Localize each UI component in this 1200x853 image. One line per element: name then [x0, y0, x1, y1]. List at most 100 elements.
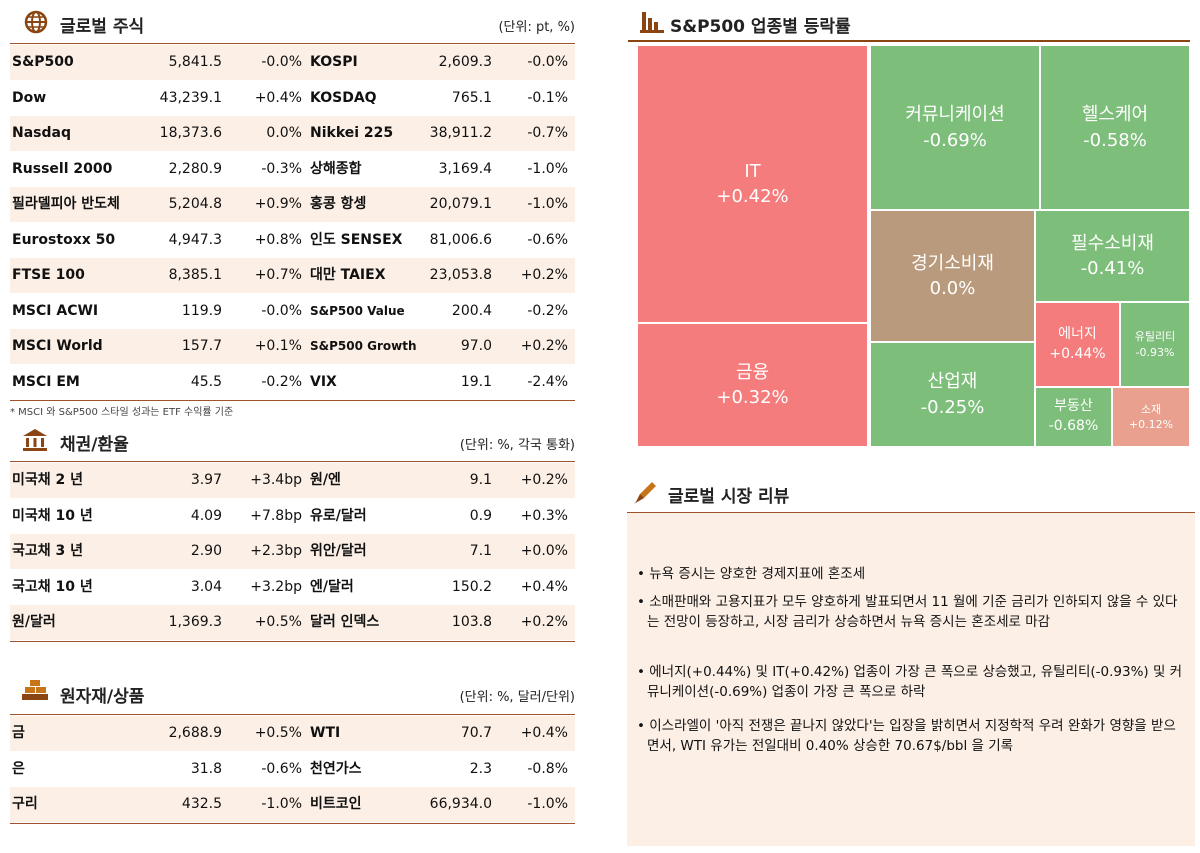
table-cell: +0.4% [254, 89, 302, 106]
table-cell: 45.5 [190, 373, 222, 390]
table-cell: +0.7% [254, 267, 302, 283]
table-cell: FTSE 100 [12, 267, 85, 283]
table-cell: 0.0% [266, 125, 302, 141]
tile-value: -0.41% [1080, 258, 1145, 279]
row-shade [10, 787, 575, 822]
table-cell: +0.8% [254, 231, 302, 248]
treemap-tile: 에너지 +0.44% [1035, 302, 1120, 387]
tile-value: 0.0% [929, 278, 976, 299]
table-cell: 70.7 [460, 725, 492, 741]
table-cell: -0.3% [261, 160, 302, 177]
tile-label: 경기소비재 [911, 252, 994, 274]
table-cell: 0.9 [469, 507, 492, 524]
table-cell: 유로/달러 [310, 507, 367, 524]
table-cell: 구리 [12, 796, 38, 812]
table-cell: 원/엔 [310, 472, 341, 488]
table-cell: 20,079.1 [429, 196, 492, 212]
table-cell: -0.0% [261, 302, 302, 319]
tile-value: -0.58% [1083, 129, 1147, 151]
tile-label: 부동산 [1054, 398, 1093, 415]
table-cell: 18,373.6 [159, 125, 222, 141]
row-shade [10, 605, 575, 640]
table-cell: 19.1 [460, 373, 492, 390]
table-cell: 81,006.6 [429, 231, 492, 248]
table-cell: S&P500 Value [310, 303, 405, 318]
table-cell: +3.4bp [250, 472, 302, 488]
row-shade [10, 716, 575, 751]
section-title: S&P500 업종별 등락률 [670, 17, 851, 37]
table-cell: -0.6% [261, 760, 302, 777]
table-cell: 31.8 [190, 760, 222, 777]
table-cell: 인도 SENSEX [310, 231, 403, 248]
table-cell: +0.9% [254, 196, 302, 212]
table-cell: +0.2% [520, 338, 568, 354]
table-cell: 3.97 [190, 472, 222, 488]
tile-value: -0.93% [1135, 345, 1175, 359]
section-title: 채권/환율 [60, 435, 129, 455]
tile-label: 산업재 [927, 371, 978, 393]
table-cell: 43,239.1 [159, 89, 222, 106]
table-cell: MSCI ACWI [12, 302, 99, 319]
tile-label: 소재 [1140, 402, 1162, 416]
tile-value: -0.68% [1048, 418, 1099, 434]
treemap-tile: 경기소비재 0.0% [870, 210, 1035, 342]
bullet: • 뉴욕 증시는 양호한 경제지표에 혼조세 [637, 566, 866, 582]
tile-label: 에너지 [1058, 325, 1097, 342]
table-cell: 97.0 [460, 338, 492, 354]
rule [10, 400, 575, 401]
table-cell: KOSPI [310, 54, 358, 70]
table-cell: Nasdaq [12, 125, 71, 141]
treemap-tile: 유틸리티 -0.93% [1120, 302, 1190, 387]
table-cell: 38,911.2 [429, 125, 492, 141]
table-cell: +0.0% [520, 543, 568, 559]
table-cell: 66,934.0 [429, 796, 492, 812]
table-cell: 2.3 [469, 760, 492, 777]
table-cell: 미국채 2 년 [12, 472, 84, 488]
tile-label: 필수소비재 [1071, 232, 1154, 254]
table-cell: -1.0% [527, 796, 568, 812]
table-cell: 금 [12, 725, 25, 741]
table-cell: 23,053.8 [429, 267, 492, 283]
row-shade [10, 45, 575, 80]
treemap-tile: 필수소비재 -0.41% [1035, 210, 1190, 302]
table-cell: 2.90 [190, 543, 222, 559]
table-cell: 9.1 [469, 472, 492, 488]
row-shade [10, 258, 575, 293]
table-cell: 150.2 [451, 578, 492, 595]
tile-label: 금융 [735, 361, 770, 383]
table-cell: 홍콩 항셍 [310, 196, 367, 212]
row-shade [10, 463, 575, 498]
table-cell: +3.2bp [250, 578, 302, 595]
table-cell: 필라델피아 반도체 [12, 196, 120, 212]
tile-label: 헬스케어 [1081, 104, 1149, 126]
table-cell: 4.09 [190, 507, 222, 524]
table-cell: 대만 TAIEX [310, 267, 386, 283]
section-title: 글로벌 주식 [60, 17, 145, 37]
table-cell: -0.7% [527, 125, 568, 141]
table-cell: 432.5 [181, 796, 222, 812]
unit-label: (단위: %, 각국 통화) [459, 438, 575, 453]
section-title: 원자재/상품 [60, 687, 145, 707]
table-cell: S&P500 [12, 54, 74, 70]
bullet: • 이스라엘이 '아직 전쟁은 끝나지 않았다'는 입장을 밝히면서 지정학적 … [637, 718, 1176, 754]
table-cell: 4,947.3 [168, 231, 222, 248]
tile-value: -0.25% [920, 396, 985, 418]
table-cell: Dow [12, 89, 47, 106]
chart-icon [640, 12, 664, 33]
table-cell: 8,385.1 [168, 267, 222, 283]
tile-value: +0.32% [716, 387, 789, 408]
table-cell: +0.5% [254, 725, 302, 741]
treemap-tile: 산업재 -0.25% [870, 342, 1035, 447]
table-cell: 상해종합 [310, 160, 362, 177]
treemap-tile: 소재 +0.12% [1112, 387, 1190, 447]
table-cell: +2.3bp [250, 543, 302, 559]
bullet: • 에너지(+0.44%) 및 IT(+0.42%) 업종이 가장 큰 폭으로 … [637, 664, 1183, 700]
tile-label: 커뮤니케이션 [905, 104, 1005, 126]
table-cell: Nikkei 225 [310, 125, 394, 141]
rule [628, 40, 1190, 42]
table-cell: -1.0% [527, 196, 568, 212]
pencil-icon [634, 482, 656, 504]
table-cell: 2,688.9 [168, 725, 222, 741]
table-cell: +0.4% [520, 725, 568, 741]
tile-value: +0.44% [1049, 345, 1106, 362]
